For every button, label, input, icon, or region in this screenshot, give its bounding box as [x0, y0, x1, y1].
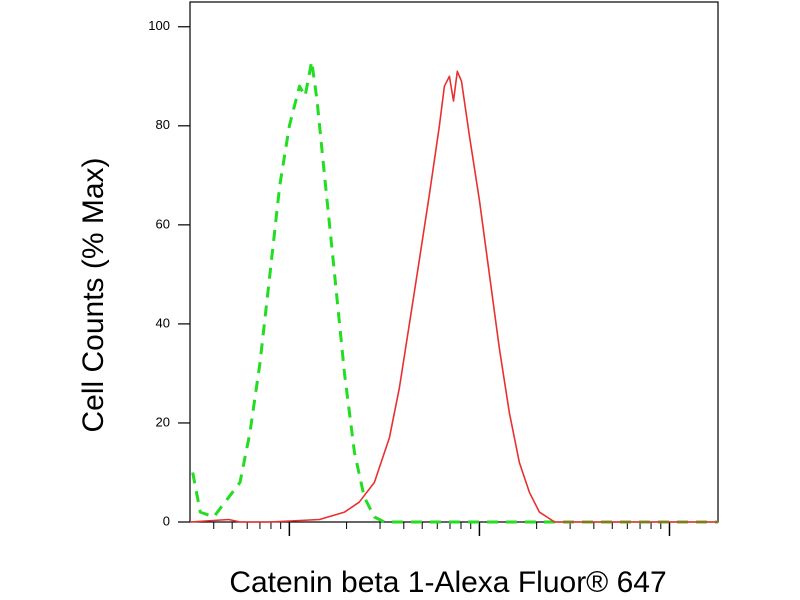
- series-line: [189, 70, 718, 523]
- y-tick-label: 60: [156, 216, 170, 231]
- x-axis-label: Catenin beta 1-Alexa Fluor® 647: [229, 566, 666, 599]
- y-tick-label: 20: [156, 414, 170, 429]
- y-tick-label: 0: [163, 513, 170, 528]
- y-tick-label: 80: [156, 117, 170, 132]
- y-axis-label: Cell Counts (% Max): [77, 157, 110, 432]
- y-tick-label: 40: [156, 315, 170, 330]
- y-tick-label: 100: [148, 18, 170, 33]
- series-line: [191, 59, 718, 524]
- plot-frame: [189, 1, 719, 523]
